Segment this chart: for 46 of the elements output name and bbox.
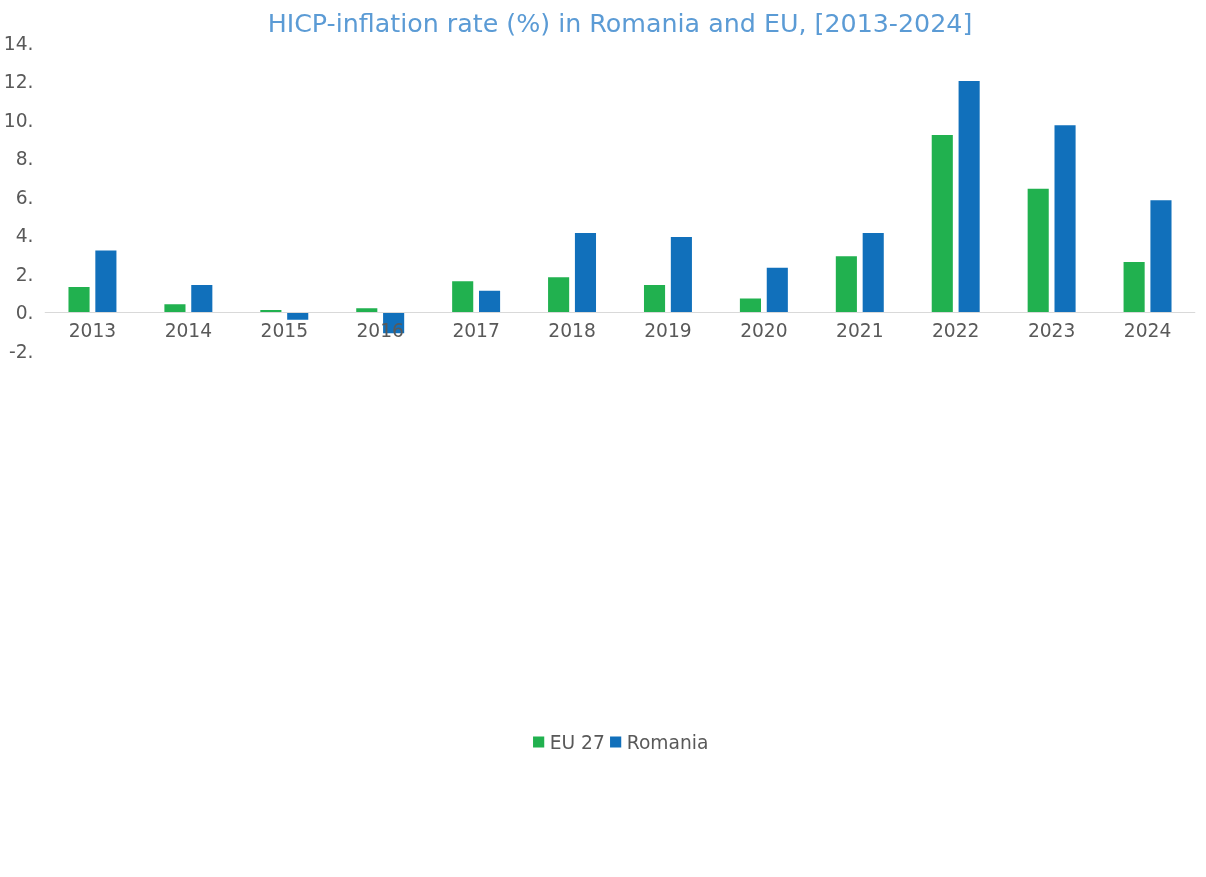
bar [479,290,501,312]
x-tick-label: 2023 [1027,320,1076,341]
bar [1150,200,1172,312]
bar [191,285,213,312]
bar [1054,125,1076,312]
bar [1027,188,1049,312]
x-tick-label: 2014 [164,320,213,341]
y-tick-label: 12. [3,71,34,92]
x-tick-label: 2017 [452,320,500,341]
bar [164,304,186,312]
bar [862,233,884,312]
bar [931,134,953,312]
bar [356,308,378,312]
x-tick-label: 2019 [644,320,692,341]
bar [1123,261,1145,312]
bar [766,267,788,312]
y-tick-label: 14. [3,32,34,54]
bar [68,286,90,312]
x-tick-label: 2021 [836,320,884,341]
bar [958,81,980,312]
bar [643,285,666,312]
y-tick-label: 6. [15,186,34,208]
x-tick-label: 2022 [931,320,980,341]
bar [95,250,117,312]
x-tick-label: 2018 [548,320,596,341]
x-tick-label: 2024 [1123,320,1172,341]
legend-label: Romania [626,731,709,753]
bar [452,281,474,312]
x-tick-label: 2013 [68,320,117,341]
x-tick-label: 2016 [356,320,404,341]
chart-title: HICP-inflation rate (%) in Romania and EU, [2013-2024] [267,7,973,38]
x-tick-label: 2020 [740,320,788,341]
y-tick-label: 10. [3,109,34,131]
bar [548,277,570,312]
y-tick-label: 0. [15,302,34,323]
y-tick-label: 2. [15,263,34,285]
y-tick-label: 8. [15,148,34,169]
bar [670,236,692,312]
y-tick-label: -2. [8,340,34,362]
y-tick-label: 4. [15,225,34,246]
legend-label: EU 27 [549,731,605,753]
bar [574,233,597,312]
bar [287,312,309,320]
bar [739,298,761,312]
bar [835,256,857,312]
x-tick-label: 2015 [260,320,309,341]
